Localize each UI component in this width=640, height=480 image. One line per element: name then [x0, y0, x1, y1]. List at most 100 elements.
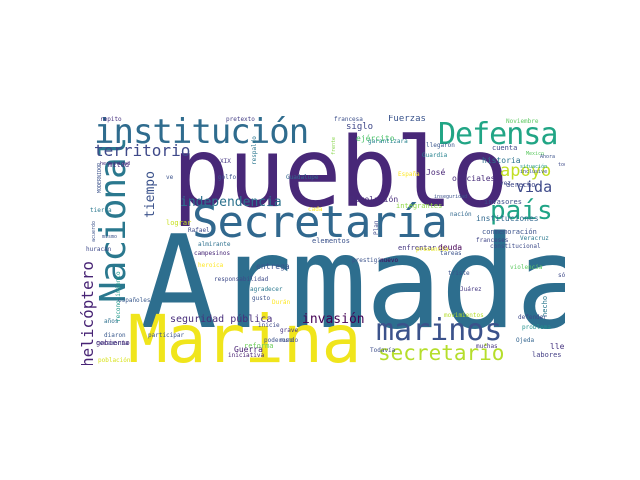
word: españoles — [118, 297, 151, 304]
word: tiempo — [143, 171, 158, 218]
word: inseguridad — [434, 194, 468, 200]
word: años — [104, 318, 119, 325]
word: iniciativa — [228, 352, 265, 359]
word: Mexico — [526, 151, 545, 157]
word: secretario — [378, 341, 505, 365]
word: ve — [166, 174, 174, 181]
word: almirante — [198, 241, 231, 248]
word: ceremonia — [96, 340, 129, 347]
word: siglo — [346, 122, 374, 132]
word: reforma — [244, 342, 274, 350]
word: inclusive — [520, 169, 548, 175]
word-cloud: Armada pueblo Marina Secretaría instituc… — [80, 115, 565, 365]
word: instituciones — [476, 214, 539, 223]
word: situación — [520, 164, 548, 170]
word: repito — [100, 116, 122, 123]
word: frente — [331, 136, 337, 155]
word: conmemoración — [482, 228, 537, 236]
word: España — [398, 171, 420, 178]
word: inicie — [258, 322, 280, 329]
word: mismo — [102, 234, 118, 240]
word: toda — [558, 162, 565, 168]
word: mitad — [108, 161, 130, 169]
word: gusto — [252, 295, 271, 302]
word: Guardia — [422, 152, 448, 159]
word: vida — [516, 178, 553, 196]
word: heroica — [198, 262, 224, 269]
word: Todavía — [370, 347, 396, 354]
word: XIX — [220, 158, 231, 165]
word: responsabilidad — [214, 276, 269, 283]
word: Rafael — [188, 227, 210, 234]
word: agradecer — [250, 286, 283, 293]
word: lograr — [166, 219, 192, 227]
word: Armada — [140, 209, 565, 358]
word: llegó — [550, 342, 565, 351]
word: cuenta — [492, 144, 518, 152]
word: José — [426, 168, 446, 177]
word: hermanidad — [100, 161, 131, 167]
word: grave — [280, 327, 299, 334]
word: país — [490, 196, 553, 226]
word: territorio — [94, 141, 191, 160]
word: presencia — [416, 246, 449, 253]
word: Defensa — [438, 117, 558, 152]
word: marinos — [376, 313, 503, 348]
word: independencia — [180, 195, 282, 210]
word: invasión — [302, 312, 365, 327]
word: francesa — [334, 116, 363, 123]
word: defender — [518, 314, 547, 321]
word: Revolución — [350, 195, 399, 204]
word: problema — [522, 324, 551, 331]
word: diaron — [104, 332, 126, 339]
word: tierra — [90, 207, 112, 214]
word: población — [98, 357, 131, 364]
word: movimientos — [444, 312, 484, 319]
word: gobierno — [96, 339, 130, 347]
word: Guadalupe — [286, 174, 319, 181]
word: garantizara — [368, 138, 408, 145]
word: violencia — [510, 264, 543, 271]
word: Guerra — [234, 345, 263, 354]
word: sólo — [558, 272, 565, 279]
word: golfo — [218, 174, 237, 181]
word: deuda — [438, 243, 463, 252]
word: Veracruz — [520, 235, 549, 242]
word: llegaron — [426, 142, 455, 149]
word: enfrentar — [398, 244, 436, 252]
word: integrantes — [396, 202, 443, 210]
word: helicóptero — [80, 261, 97, 365]
word: entrega — [256, 262, 290, 271]
word: pueblo — [172, 117, 509, 229]
word: apoyo — [500, 161, 552, 181]
word: prestigio — [352, 257, 385, 264]
word: Durán — [272, 299, 291, 306]
word: triste — [448, 270, 470, 277]
word: participar — [148, 332, 185, 339]
word: tareas — [440, 250, 462, 257]
word: labores — [532, 351, 562, 359]
word: franceses — [476, 237, 509, 244]
word: institución — [94, 115, 309, 152]
word: derecho — [506, 181, 536, 189]
word: ejército — [356, 134, 395, 143]
word: respaldo — [251, 136, 258, 165]
word: nuevo — [380, 257, 399, 264]
word: invasores — [484, 198, 522, 206]
word: Marina — [128, 301, 361, 366]
word: poderoso — [264, 337, 293, 344]
word: Ahora — [540, 154, 556, 160]
word: MODERNIDOR — [97, 162, 103, 193]
word: elementos — [312, 237, 350, 245]
word: vez — [500, 180, 511, 187]
word: huracán — [86, 246, 112, 253]
word: muchas — [476, 343, 498, 350]
word: seguridad pública — [170, 314, 273, 325]
word: Fuerzas — [388, 115, 426, 124]
word: oficiales — [452, 174, 496, 183]
word: Plan — [373, 220, 380, 235]
word: Ojeda — [516, 337, 535, 344]
word: nación — [450, 211, 472, 218]
word: constitucional — [490, 243, 541, 250]
word: pretexto — [226, 116, 255, 123]
